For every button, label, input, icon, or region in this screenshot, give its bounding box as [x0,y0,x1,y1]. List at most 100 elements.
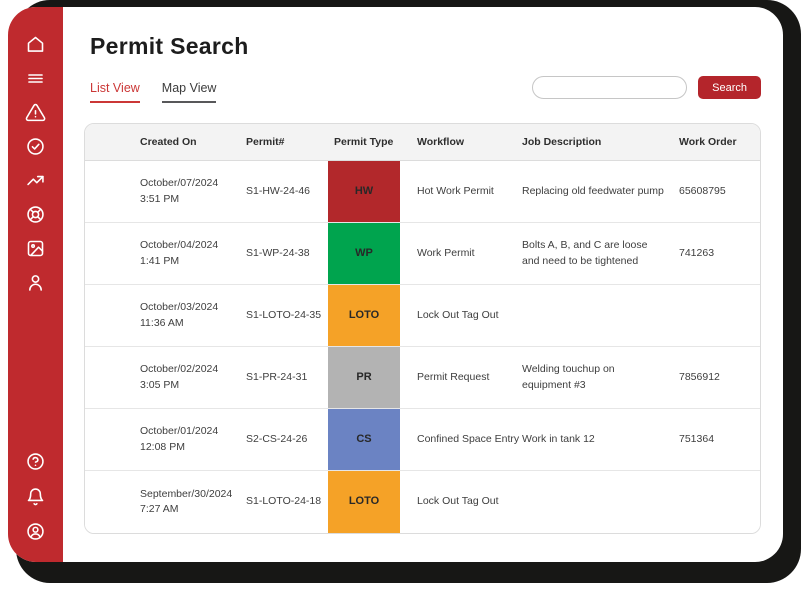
sidebar-item-users[interactable] [25,271,47,293]
cell-created-on: October/02/2024 3:05 PM [85,347,244,408]
search-input[interactable] [532,76,688,99]
table-row[interactable]: October/01/2024 12:08 PM S2-CS-24-26 CS … [85,409,760,471]
sidebar-bottom-group [25,450,47,542]
cell-work-order: 7856912 [679,370,720,383]
page-title: Permit Search [90,33,249,59]
cell-created-on: September/30/2024 7:27 AM [85,471,244,533]
main-content: Permit Search List View Map View Search … [63,7,783,562]
cell-job-description [522,471,678,533]
sidebar-nav [8,7,63,562]
created-time: 7:27 AM [140,503,179,515]
sidebar-item-menu[interactable] [25,67,47,89]
cell-permit-type: LOTO [328,471,400,533]
cell-work-order: 65608795 [679,184,726,197]
cell-work-order: 741263 [679,246,715,259]
cell-job-description: Replacing old feedwater pump [522,184,664,197]
menu-icon [28,73,43,83]
lifebuoy-icon [27,205,44,223]
sidebar-item-tasks[interactable] [25,135,47,157]
sidebar-item-notifications[interactable] [25,485,47,507]
cell-created-on: October/07/2024 3:51 PM [85,161,244,222]
cell-permit-number: S1-LOTO-24-18 [246,495,322,508]
created-date: October/01/2024 [140,425,219,438]
cell-job-description [522,285,678,346]
created-date: October/04/2024 [140,239,219,252]
cell-workflow: Work Permit [417,246,475,259]
cell-permit-number: S1-LOTO-24-35 [246,308,322,321]
cell-created-on: October/04/2024 1:41 PM [85,223,244,284]
created-time: 1:41 PM [140,254,180,267]
cell-permit-number: S2-CS-24-26 [246,432,308,445]
cell-work-order [678,471,760,533]
cell-workflow: Permit Request [417,370,490,383]
created-time: 3:05 PM [140,378,180,391]
search-button[interactable]: Search [698,76,761,99]
toolbar: List View Map View Search [90,76,761,103]
permit-type-badge: CS [328,409,400,470]
cell-permit-type: PR [328,347,400,408]
home-icon [27,36,44,52]
permit-type-badge: LOTO [328,285,400,346]
alert-triangle-icon [25,103,46,121]
created-time: 12:08 PM [140,440,185,453]
cell-workflow: Hot Work Permit [417,184,494,197]
cell-permit-number: S1-PR-24-31 [246,370,308,383]
sidebar-item-trends[interactable] [25,169,47,191]
column-header-work-order: Work Order [679,136,737,148]
permit-type-badge: WP [328,223,400,284]
cell-workflow: Confined Space Entry [417,432,520,445]
sidebar-item-home[interactable] [25,33,47,55]
table-row[interactable]: October/04/2024 1:41 PM S1-WP-24-38 WP W… [85,223,760,285]
image-icon [27,240,44,256]
created-date: October/02/2024 [140,363,219,376]
table-row[interactable]: October/07/2024 3:51 PM S1-HW-24-46 HW H… [85,161,760,223]
sidebar-item-assets[interactable] [25,203,47,225]
cell-created-on: October/01/2024 12:08 PM [85,409,244,470]
app-card: Permit Search List View Map View Search … [8,7,783,562]
column-header-job-description: Job Description [522,136,602,148]
table-header-row: Created On Permit# Permit Type Workflow … [85,124,760,161]
sidebar-item-alerts[interactable] [25,101,47,123]
table-row[interactable]: October/02/2024 3:05 PM S1-PR-24-31 PR P… [85,347,760,409]
permits-table: Created On Permit# Permit Type Workflow … [84,123,761,534]
cell-workflow: Lock Out Tag Out [417,495,499,508]
cell-permit-type: HW [328,161,400,222]
created-time: 3:51 PM [140,192,180,205]
created-date: October/07/2024 [140,177,219,190]
permit-type-badge: LOTO [328,471,400,533]
trending-up-icon [27,175,44,185]
cell-permit-number: S1-HW-24-46 [246,184,310,197]
table-row[interactable]: September/30/2024 7:27 AM S1-LOTO-24-18 … [85,471,760,533]
column-header-permit-number: Permit# [246,136,285,148]
cell-permit-type: WP [328,223,400,284]
cell-job-description: Bolts A, B, and C are loose and need to … [522,239,648,267]
bell-icon [27,487,44,505]
cell-permit-number: S1-WP-24-38 [246,246,310,259]
cell-work-order: 751364 [679,432,715,445]
created-time: 11:36 AM [140,316,184,329]
tab-list-view[interactable]: List View [90,81,140,103]
cell-permit-type: CS [328,409,400,470]
sidebar-item-account[interactable] [25,520,47,542]
cell-created-on: October/03/2024 11:36 AM [85,285,244,346]
view-tabs: List View Map View [90,81,217,103]
user-circle-icon [27,522,44,540]
cell-job-description: Welding touchup on equipment #3 [522,363,615,391]
column-header-permit-type: Permit Type [334,136,394,148]
column-header-workflow: Workflow [417,136,465,148]
sidebar-item-help[interactable] [25,450,47,472]
permit-type-badge: HW [328,161,400,222]
table-body: October/07/2024 3:51 PM S1-HW-24-46 HW H… [85,161,760,533]
created-date: September/30/2024 [140,487,233,500]
table-row[interactable]: October/03/2024 11:36 AM S1-LOTO-24-35 L… [85,285,760,347]
help-circle-icon [27,452,44,470]
permit-type-badge: PR [328,347,400,408]
tab-map-view[interactable]: Map View [161,81,217,103]
sidebar-item-images[interactable] [25,237,47,259]
search-area: Search [532,76,761,103]
user-icon [29,274,42,291]
created-date: October/03/2024 [140,301,219,314]
cell-workflow: Lock Out Tag Out [417,308,499,321]
cell-work-order [678,285,760,346]
